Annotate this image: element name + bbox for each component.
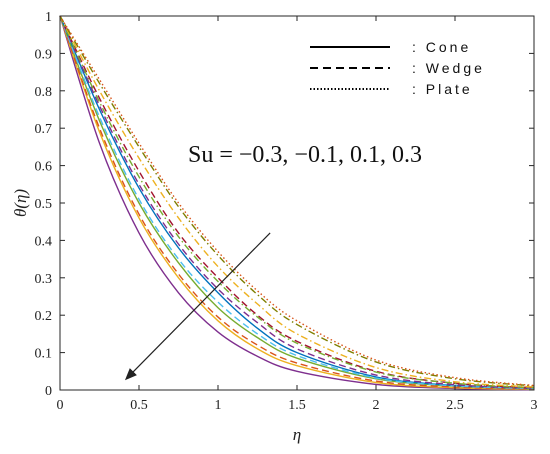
y-tick-label: 0.9: [35, 47, 53, 62]
y-tick-label: 0.3: [35, 272, 53, 287]
series-line: [59, 15, 535, 388]
x-tick-label: 3: [531, 398, 538, 413]
ticks-layer: 0 0.5 1 1.5 2 2.5 3 0 0.1 0.2 0.3 0.4 0.5 0.6 0.7 0.8 0.…: [35, 10, 538, 413]
legend-label-plate: : Plate: [412, 81, 473, 97]
series-line: [59, 15, 535, 390]
y-axis-label: θ(η): [11, 189, 30, 217]
annotation-text: Su = −0.3, −0.1, 0.1, 0.3: [188, 142, 422, 168]
legend: : Cone : Wedge : Plate: [310, 39, 485, 97]
x-tick-label: 2.5: [446, 398, 464, 413]
x-tick-label: 1.5: [288, 398, 306, 413]
series-line: [59, 15, 535, 391]
y-tick-label: 0.6: [35, 160, 53, 175]
series-line: [59, 15, 535, 390]
x-tick-label: 0: [57, 398, 64, 413]
y-tick-label: 0: [45, 384, 52, 399]
series-line: [59, 15, 535, 390]
y-tick-label: 1: [45, 10, 52, 25]
x-axis-label: η: [293, 425, 301, 444]
x-tick-label: 1: [215, 398, 222, 413]
series-line: [59, 15, 535, 390]
y-tick-label: 0.2: [35, 309, 53, 324]
annotation-arrow: [124, 232, 271, 381]
legend-label-cone: : Cone: [412, 39, 471, 55]
y-tick-label: 0.5: [35, 197, 53, 212]
y-tick-label: 0.7: [35, 122, 53, 137]
legend-label-wedge: : Wedge: [412, 60, 485, 76]
series-line: [59, 15, 535, 390]
y-tick-label: 0.4: [35, 234, 53, 249]
series-line: [59, 15, 535, 389]
series-line: [59, 15, 535, 387]
series-line: [59, 15, 535, 389]
series-line: [59, 15, 535, 389]
series-line: [59, 15, 535, 387]
y-tick-label: 0.8: [35, 85, 53, 100]
series-layer: [59, 15, 535, 391]
x-tick-label: 2: [373, 398, 380, 413]
y-tick-label: 0.1: [35, 347, 53, 362]
x-tick-label: 0.5: [130, 398, 148, 413]
